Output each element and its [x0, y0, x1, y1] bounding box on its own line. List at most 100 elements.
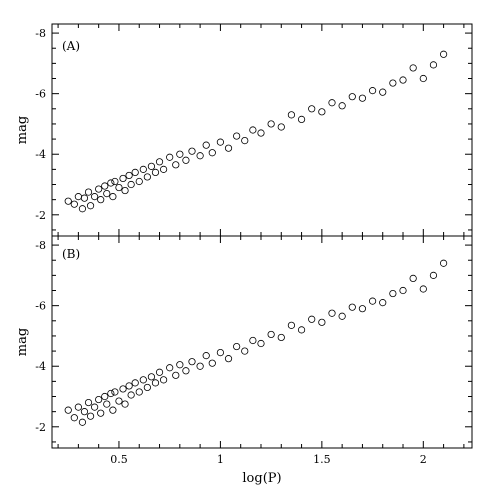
panel-a-data-point [64, 197, 72, 205]
panel-a-data-point [257, 129, 265, 137]
panel-a-data-point [86, 202, 95, 210]
panel-b-data-point [139, 376, 147, 384]
panel-b-data-point [91, 403, 99, 411]
panel-a-axes: -2 -4 -6 -8 [35, 24, 472, 236]
panel-a-data-point [196, 152, 204, 160]
panel-b-data-point [277, 333, 285, 342]
panel-b-data-point [74, 403, 82, 411]
panel-a-data-point [131, 168, 139, 176]
panel-a-data-point [308, 105, 316, 113]
panel-a-data-point [107, 179, 115, 187]
panel-b-data-point [84, 398, 93, 407]
panel-b-y-tick-label: -6 [35, 300, 46, 313]
panel-b-data-point [419, 285, 427, 293]
panel-b-y-tick-label: -2 [35, 421, 46, 434]
panel-a-data-point [166, 153, 174, 161]
panel-a-label: (A) [62, 39, 80, 53]
panel-a-data-point [399, 76, 407, 84]
panel-a-data-point [241, 137, 249, 145]
panel-b-label: (B) [62, 247, 80, 261]
panel-b-y-tick-label: -4 [35, 360, 46, 373]
panel-a-data-point [84, 188, 93, 196]
panel-b-data-point [131, 379, 139, 387]
panel-a-data-point [155, 158, 164, 166]
panel-a-data-point [159, 165, 168, 173]
panel-a-data-point [109, 193, 117, 201]
panel-a-data-point [439, 50, 448, 58]
panel-a-data-point [287, 111, 296, 119]
panel-b-data-point [147, 373, 156, 381]
panel-b-data-point [202, 352, 210, 360]
panel-a: (A) -2 -4 -6 -8 mag [15, 23, 473, 237]
panel-b-data-point [121, 400, 129, 408]
panel-b-data-point [249, 336, 257, 345]
panel-a-data-point [267, 120, 275, 128]
panel-b-data-point [97, 409, 105, 417]
panel-b-data-point [368, 297, 377, 305]
panel-b-data-point [70, 414, 78, 422]
x-tick-label: 1 [217, 453, 224, 466]
panel-b-data-point [80, 408, 89, 416]
panel-a-data-point [338, 102, 346, 110]
panel-a-data-point [103, 190, 111, 198]
panel-a-data-point [224, 144, 233, 152]
panel-a-data-point [249, 126, 257, 134]
x-tick-label: 1.5 [313, 453, 331, 466]
panel-a-data-point [91, 193, 99, 201]
panel-b-data-point [216, 348, 225, 357]
panel-a-data-point [358, 94, 367, 102]
panel-a-data-point [80, 194, 89, 202]
panel-a-data-point [429, 61, 438, 69]
panel-a-y-tick-label: -6 [35, 88, 46, 101]
panel-a-data-point [97, 196, 105, 204]
panel-b-data-point [143, 383, 151, 392]
panel-a-data-point [115, 183, 123, 192]
panel-b-data-point [348, 303, 356, 311]
panel-a-data-point [139, 165, 147, 173]
panel-b-data-point [267, 330, 275, 339]
panel-a-data-point [208, 149, 216, 157]
panel-a-data-point [202, 141, 210, 149]
panel-b-data-point [135, 388, 143, 396]
panel-a-data-point [127, 180, 135, 189]
panel-b-data-point [64, 406, 72, 414]
panel-a-data-point [389, 79, 397, 87]
x-tick-label: 0.5 [110, 453, 128, 466]
x-axis-title: log(P) [242, 471, 281, 486]
panel-b: (B) 0.5 1 1.5 2 -2 -4 -6 -8 mag [15, 235, 473, 466]
panel-a-data-point [147, 162, 156, 170]
panel-a-data-point [379, 88, 387, 96]
panel-a-data-point [233, 132, 241, 140]
panel-a-data-point [409, 64, 417, 72]
panel-a-data-point [297, 115, 306, 124]
panel-b-data-point [409, 274, 417, 282]
panel-b-y-tick-label: -8 [35, 239, 46, 252]
panel-a-data-point [368, 87, 377, 95]
panel-b-data-point [196, 362, 204, 370]
panel-b-data-point [95, 395, 103, 404]
panel-b-data-point [101, 392, 109, 401]
panel-a-y-tick-label: -2 [35, 209, 46, 222]
panel-b-data-point [155, 368, 164, 376]
panel-a-data-point [216, 138, 225, 146]
panel-b-data-point [399, 286, 407, 295]
panel-b-data-point [224, 355, 233, 363]
panel-b-data-point [318, 318, 326, 326]
panel-a-y-tick-label: -8 [35, 27, 46, 40]
panel-b-data-point [389, 289, 397, 298]
panel-b-data-point [159, 376, 168, 384]
panel-b-data-point [241, 347, 249, 355]
panel-b-data-point [166, 364, 174, 372]
panel-a-data-point [70, 200, 78, 208]
panel-b-data-point [358, 305, 367, 313]
panel-b-frame [51, 235, 473, 449]
panel-a-data-point [419, 74, 427, 83]
panel-a-data-point [121, 186, 129, 195]
panel-b-data-point [176, 361, 184, 369]
panel-a-data-point [95, 185, 103, 193]
x-tick-label: 2 [420, 453, 427, 466]
panel-a-data-point [143, 173, 151, 181]
panel-a-data-point [135, 177, 143, 186]
panel-a-data-point [101, 182, 109, 190]
panel-b-data-point [338, 312, 346, 320]
